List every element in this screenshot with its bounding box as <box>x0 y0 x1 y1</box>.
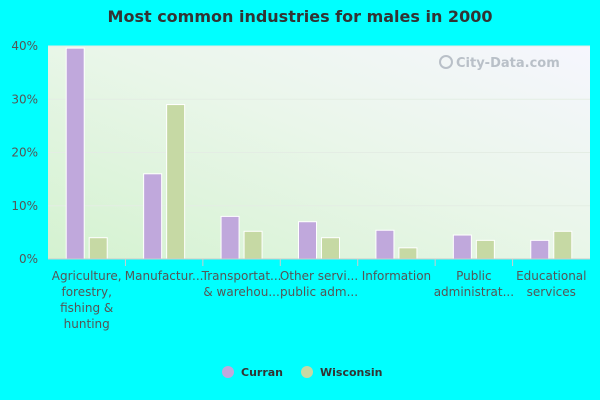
x-tick-label-line: Public <box>456 269 492 283</box>
x-tick-label: Manufactur... <box>125 269 204 283</box>
bar-wisconsin <box>243 230 263 260</box>
y-tick-label: 20% <box>11 146 38 160</box>
legend-swatch-curran <box>222 366 234 378</box>
bar-curran <box>220 215 240 260</box>
watermark-text: City-Data.com <box>456 56 560 71</box>
bar-wisconsin <box>321 237 340 260</box>
x-tick-label: Information <box>362 269 431 283</box>
x-tick-label-line: Other servi... <box>280 269 358 283</box>
x-tick-label: Educational services <box>516 269 586 299</box>
x-tick-label-line: Information <box>362 269 431 283</box>
bar-curran <box>530 239 550 260</box>
chart-title: Most common industries for males in 2000 <box>107 7 493 26</box>
x-tick-label-line: Transportat... <box>201 269 282 283</box>
bar-wisconsin <box>166 104 186 260</box>
x-tick-label: Other servi... public adm... <box>280 269 358 299</box>
legend-label-wisconsin: Wisconsin <box>320 366 383 379</box>
x-tick-label-line: Educational <box>516 269 586 283</box>
y-tick-label: 30% <box>11 92 38 106</box>
y-tick-label: 0% <box>19 252 38 266</box>
bar-curran <box>143 173 163 260</box>
bar-wisconsin <box>398 247 418 260</box>
x-tick-label-line: Manufactur... <box>125 269 204 283</box>
x-tick-label-line: Agriculture, <box>52 269 122 283</box>
x-tick-label-line: fishing & <box>60 301 113 315</box>
bar-wisconsin <box>553 230 573 260</box>
legend-swatch-wisconsin <box>301 366 313 378</box>
bar-wisconsin <box>88 237 108 260</box>
legend: Curran Wisconsin <box>222 366 383 379</box>
watermark-search-icon <box>439 55 453 69</box>
x-tick-label-line: services <box>527 285 576 299</box>
y-tick-label: 10% <box>11 199 38 213</box>
x-tick-label: Agriculture, forestry, fishing & hunting <box>52 269 122 331</box>
x-tick-label: Transportat... & warehou... <box>201 269 282 299</box>
bar-curran <box>375 229 395 260</box>
x-tick-label-line: public adm... <box>280 285 358 299</box>
x-tick-label-line: administrat... <box>434 285 514 299</box>
watermark: City-Data.com <box>439 55 560 71</box>
x-tick-label: Public administrat... <box>434 269 514 299</box>
y-tick-label: 40% <box>11 39 38 53</box>
bar-wisconsin <box>475 239 495 260</box>
x-tick-label-line: & warehou... <box>203 285 279 299</box>
x-tick-label-line: hunting <box>64 317 110 331</box>
bar-curran <box>65 47 85 260</box>
x-tick-label-line: forestry, <box>61 285 111 299</box>
bar-curran <box>452 234 472 260</box>
legend-label-curran: Curran <box>241 366 283 379</box>
bar-curran <box>298 221 317 260</box>
